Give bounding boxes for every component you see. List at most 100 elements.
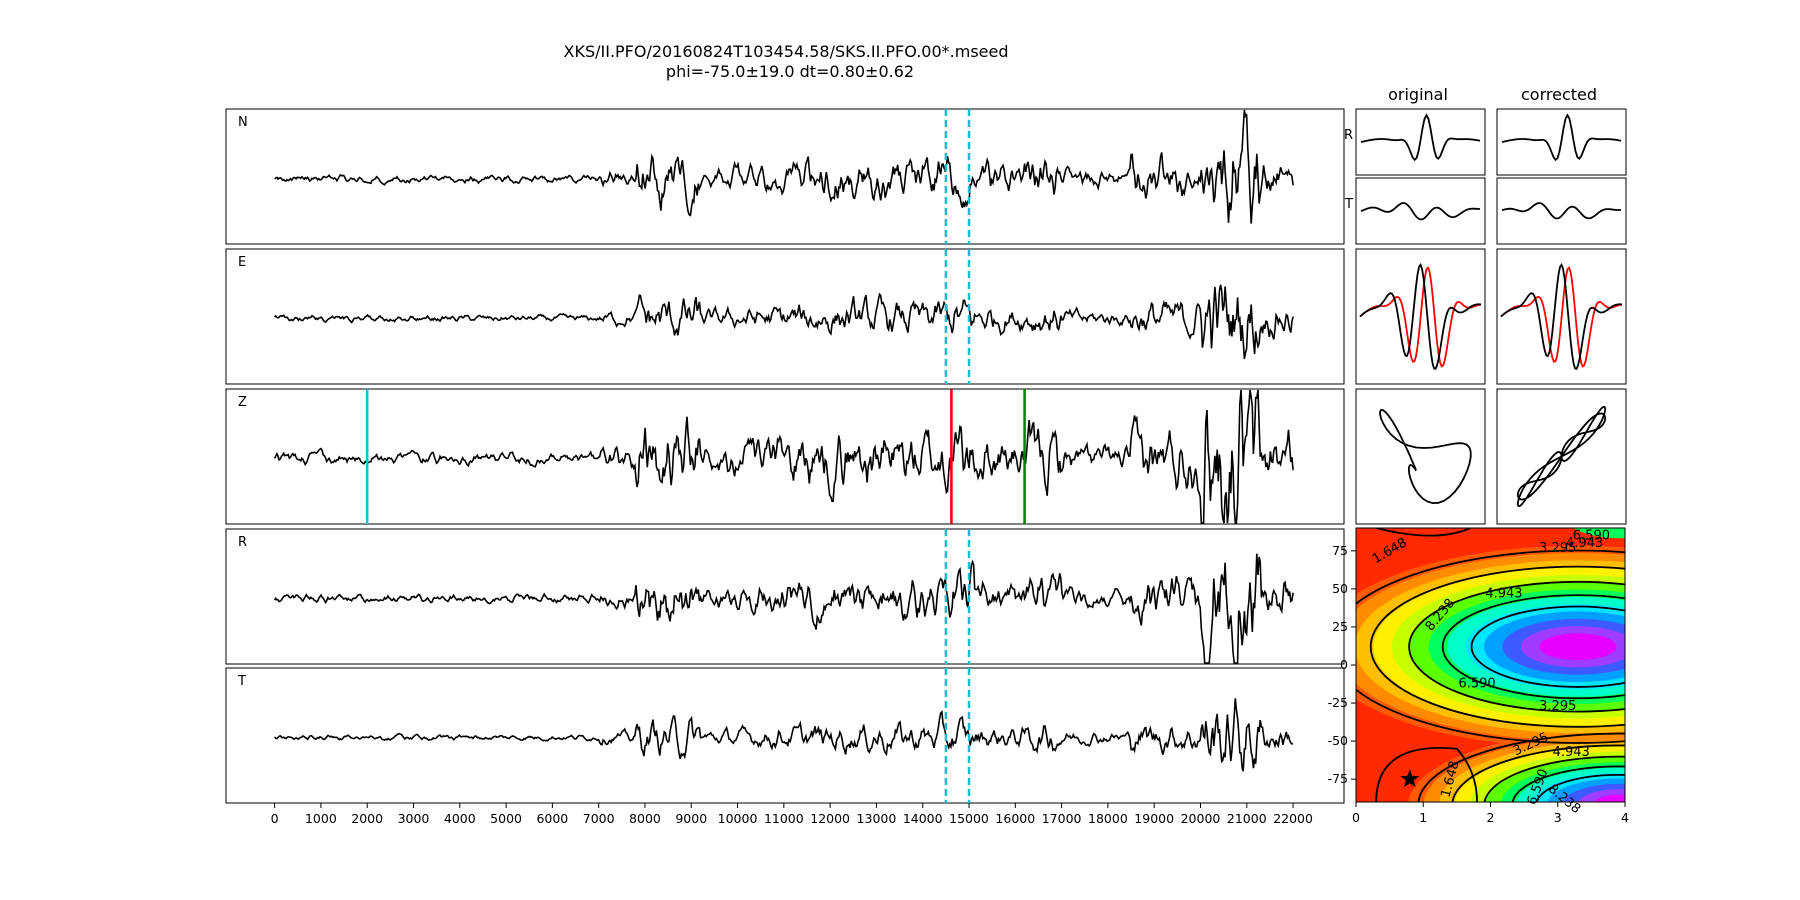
panel-corrected-1: [1496, 177, 1627, 245]
x-tick-label-1000: 1000: [305, 811, 337, 826]
x-tick-label-5000: 5000: [490, 811, 522, 826]
column-header-original: original: [1388, 85, 1448, 104]
x-tick-label-14000: 14000: [903, 811, 943, 826]
trace-z: [273, 389, 1294, 524]
contour-label-1: 3.295: [1539, 541, 1576, 556]
x-tick-label-16000: 16000: [995, 811, 1035, 826]
contour-upper-3: [1441, 594, 1625, 700]
error-surface-contours: [1356, 528, 1625, 802]
x-tick-label-9000: 9000: [675, 811, 707, 826]
trace-r: [273, 553, 1294, 664]
trace-n: [274, 109, 1294, 224]
heat-y-label-25: 25: [1332, 619, 1348, 634]
heat-y-label--50: -50: [1328, 733, 1348, 748]
figure-title: XKS/II.PFO/20160824T103454.58/SKS.II.PFO…: [564, 42, 1009, 61]
best-fit-star: [1400, 769, 1420, 788]
contour-upper-2: [1408, 580, 1625, 713]
heat-x-label-4: 4: [1621, 810, 1629, 825]
particle-motion-corrected: [1516, 405, 1607, 508]
panel-original-0: [1355, 108, 1486, 176]
heat-y-label-75: 75: [1332, 543, 1348, 558]
waveform-panel-n: N: [225, 108, 1345, 245]
trace-corrected-t: [1501, 202, 1622, 220]
contour-label-2: 4.943: [1566, 536, 1603, 551]
error-surface-axes: 0 1 2 3 4 75 50 25 0 -25 -50 -75: [1328, 527, 1629, 825]
heat-y-label-0: 0: [1340, 657, 1348, 672]
particle-motion-original: [1379, 408, 1472, 505]
heat-band-top: [1573, 528, 1625, 539]
heat-band-upper-12: [1539, 633, 1617, 661]
x-tick-label-21000: 21000: [1227, 811, 1267, 826]
heat-x-label-2: 2: [1487, 810, 1495, 825]
waveform-main-original: [1359, 263, 1482, 370]
x-tick-label-3000: 3000: [398, 811, 430, 826]
heat-x-label-0: 0: [1352, 810, 1360, 825]
heat-y-label--25: -25: [1328, 695, 1348, 710]
contour-label-4: 4.943: [1485, 586, 1522, 601]
column-header-corrected: corrected: [1521, 85, 1597, 104]
x-tick-label-12000: 12000: [810, 811, 850, 826]
waveform-panel-r: R: [225, 528, 1345, 665]
contour-lower-4: [1535, 773, 1625, 802]
figure-subtitle: phi=-75.0±19.0 dt=0.80±0.62: [666, 62, 914, 81]
panel-corrected-0: [1496, 108, 1627, 176]
contour-label-6: 6.590: [1458, 676, 1495, 691]
panel-corrected-3: [1496, 388, 1627, 525]
channel-label-t: T: [237, 674, 246, 689]
panel-original-2: [1355, 248, 1486, 385]
x-tick-label-11000: 11000: [764, 811, 804, 826]
channel-label-e: E: [238, 255, 246, 270]
heat-band-top-core: [1588, 493, 1648, 523]
x-tick-label-18000: 18000: [1088, 811, 1128, 826]
contour-lower-3: [1511, 765, 1625, 802]
heat-y-label-50: 50: [1332, 581, 1348, 596]
waveform-panel-t: T: [225, 667, 1345, 804]
panel-original-3: [1355, 388, 1486, 525]
waveform-main-corrected: [1500, 263, 1623, 370]
row-label-r: R: [1344, 128, 1353, 143]
waveform-panels: N E Z R T: [225, 108, 1345, 804]
x-tick-label-10000: 10000: [718, 811, 758, 826]
waveform-frame-r: [225, 528, 1345, 665]
x-tick-label-20000: 20000: [1181, 811, 1221, 826]
waveform-panel-e: E: [225, 248, 1345, 385]
contour-lower-2: [1483, 755, 1625, 802]
heat-x-label-1: 1: [1419, 810, 1427, 825]
waveform-frame-e: [225, 248, 1345, 385]
waveform-x-axis: 0 1000 2000 3000 4000 5000 6000 7000 8000 9000 100…: [271, 803, 1313, 826]
x-tick-label-2000: 2000: [351, 811, 383, 826]
contour-upper-0: [1356, 549, 1625, 744]
waveform-overlay-corrected: [1500, 266, 1623, 368]
channel-label-z: Z: [238, 395, 247, 410]
contour-upper-1: [1369, 565, 1625, 728]
contour-lower-0: [1417, 732, 1625, 802]
x-tick-label-19000: 19000: [1134, 811, 1174, 826]
contour-label-3: 6.590: [1573, 529, 1610, 544]
waveform-panel-z: Z: [225, 388, 1345, 525]
x-tick-label-17000: 17000: [1042, 811, 1082, 826]
waveform-overlay-original: [1359, 266, 1482, 368]
heat-band-lower-12: [1594, 794, 1625, 802]
trace-e: [274, 284, 1294, 359]
trace-original-r: [1360, 113, 1481, 162]
contour-top-left: [1375, 528, 1471, 537]
trace-corrected-r: [1501, 113, 1622, 162]
x-tick-label-7000: 7000: [583, 811, 615, 826]
x-tick-label-6000: 6000: [536, 811, 568, 826]
error-surface: 1.648 3.2954.9436.5904.9438.2386.5903.295…: [1328, 493, 1648, 825]
x-tick-label-13000: 13000: [857, 811, 897, 826]
panel-corrected-2: [1496, 248, 1627, 385]
trace-original-t: [1360, 202, 1481, 221]
channel-label-r: R: [238, 535, 247, 550]
x-tick-label-4000: 4000: [444, 811, 476, 826]
channel-label-n: N: [238, 115, 248, 130]
x-tick-label-8000: 8000: [629, 811, 661, 826]
contour-bottom-left: [1375, 747, 1478, 802]
contour-label-9: 4.943: [1553, 745, 1590, 760]
x-tick-label-15000: 15000: [949, 811, 989, 826]
heat-x-label-3: 3: [1554, 810, 1562, 825]
waveform-frame-z: [225, 388, 1345, 525]
particle-panels: RT: [1344, 108, 1627, 525]
contour-upper-4: [1470, 605, 1625, 688]
row-label-t: T: [1344, 197, 1353, 212]
